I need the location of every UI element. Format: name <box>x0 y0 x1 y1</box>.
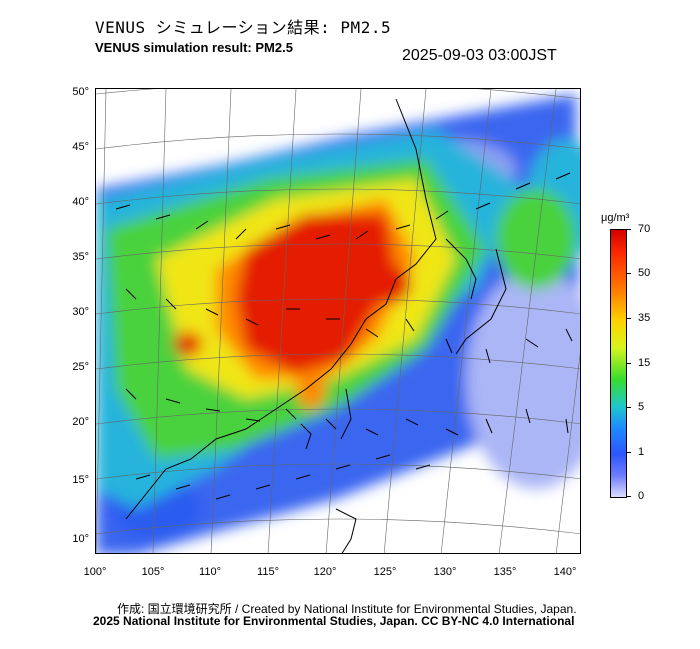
lon-label-135: 135° <box>493 566 517 578</box>
colorbar-label-15: 15 <box>638 357 651 369</box>
colorbar-tick <box>626 407 631 408</box>
colorbar-tick <box>626 229 631 230</box>
colorbar-label-1: 1 <box>638 446 645 458</box>
concentration-field <box>96 94 580 553</box>
wind-vectors <box>115 172 573 500</box>
lon-label-105: 105° <box>141 566 165 578</box>
pm25-map <box>95 88 581 554</box>
coastlines <box>125 98 507 553</box>
colorbar-tick <box>626 496 631 497</box>
colorbar-label-35: 35 <box>638 312 651 324</box>
colorbar <box>610 229 627 498</box>
copyright-line: 2025 National Institute for Environmenta… <box>93 614 575 628</box>
lon-label-115: 115° <box>257 566 279 578</box>
colorbar-label-5: 5 <box>638 401 645 413</box>
credit-line: 作成: 国立環境研究所 / Created by National Instit… <box>117 602 577 616</box>
colorbar-label-0: 0 <box>638 490 645 502</box>
title-english: VENUS simulation result: PM2.5 <box>95 40 293 55</box>
lon-label-125: 125° <box>373 566 397 578</box>
colorbar-tick <box>626 363 631 364</box>
lon-label-130: 130° <box>433 566 457 578</box>
lon-label-120: 120° <box>313 566 337 578</box>
lon-label-110: 110° <box>199 566 221 578</box>
graticule <box>96 89 580 553</box>
lat-label-35: 35° <box>72 251 89 263</box>
colorbar-label-70: 70 <box>638 223 651 235</box>
colorbar-tick <box>626 452 631 453</box>
lon-label-100: 100° <box>83 566 107 578</box>
lat-label-40: 40° <box>72 196 89 208</box>
lat-label-15: 15° <box>72 474 89 486</box>
lat-label-20: 20° <box>72 416 89 428</box>
title-japanese: VENUS シミュレーション結果: PM2.5 <box>95 18 392 37</box>
lat-label-25: 25° <box>72 361 89 373</box>
timestamp: 2025-09-03 03:00JST <box>402 47 557 64</box>
colorbar-label-50: 50 <box>638 267 651 279</box>
lat-label-50: 50° <box>72 86 89 98</box>
colorbar-tick <box>626 273 631 274</box>
colorbar-tick <box>626 318 631 319</box>
colorbar-unit: μg/m³ <box>601 212 630 224</box>
lat-label-45: 45° <box>72 141 89 153</box>
lon-label-140: 140° <box>553 566 577 578</box>
lat-label-10: 10° <box>72 533 89 545</box>
lat-label-30: 30° <box>72 306 89 318</box>
